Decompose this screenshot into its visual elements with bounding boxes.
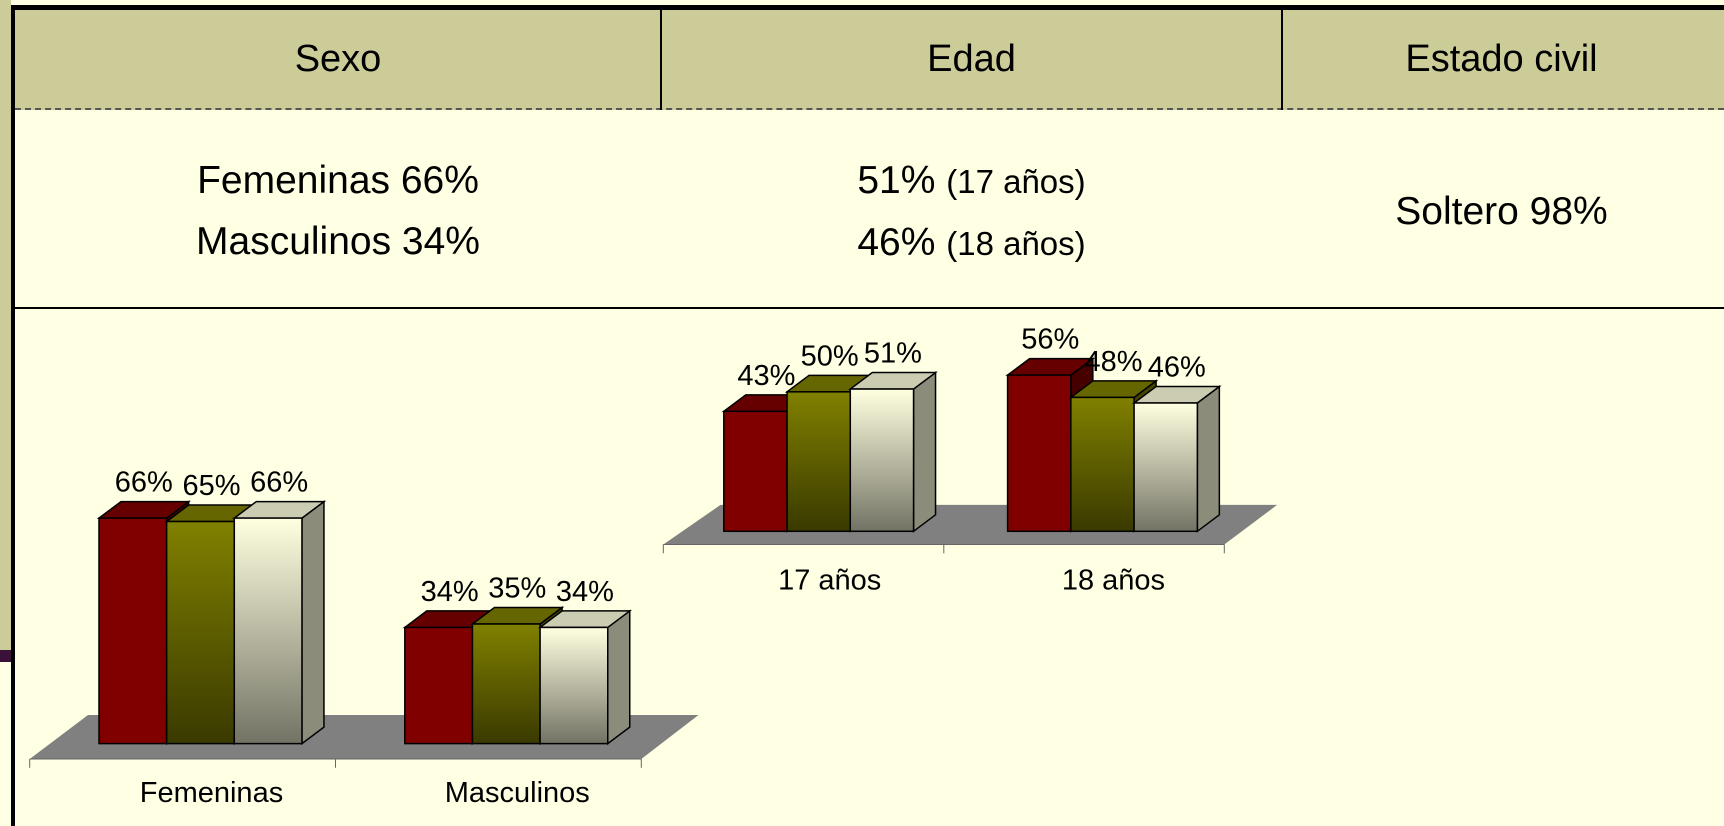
value-label: 48% (1084, 346, 1142, 378)
estado-cell: Soltero 98% (1395, 190, 1608, 233)
bar-shade (234, 518, 302, 744)
value-label: 51% (864, 338, 922, 370)
slide-strip (0, 0, 11, 650)
value-label: 34% (421, 576, 479, 608)
value-label: 56% (1021, 324, 1079, 356)
value-label: 66% (250, 467, 308, 499)
bar-shade (540, 627, 608, 744)
x-tick-label: Femeninas (140, 777, 283, 809)
bar-shade (787, 391, 851, 532)
bar (1006, 374, 1072, 533)
cell-note: (17 años) (946, 163, 1086, 200)
bar-top-shade (540, 610, 630, 628)
slide-strip (0, 650, 11, 662)
header-cell: Estado civil (1405, 37, 1598, 80)
bar-shade (166, 521, 235, 744)
x-tick-label: Masculinos (445, 777, 590, 809)
bar-top-shade (472, 607, 563, 625)
cell-note: (18 años) (946, 225, 1086, 262)
value-label: 50% (801, 340, 859, 372)
sexo-cell: Femeninas 66% Masculinos 34% (15, 150, 661, 272)
cell-line: 46% (18 años) (662, 212, 1281, 274)
bar-top-shade (1007, 358, 1093, 376)
edad-cell: 51% (17 años) 46% (18 años) (662, 150, 1281, 274)
bar-side-shade (607, 610, 630, 744)
bar-top-shade (99, 501, 189, 519)
bar-shade (850, 389, 914, 532)
x-tick-label: 18 años (1062, 565, 1165, 597)
bar-side-shade (301, 501, 324, 744)
bar (98, 517, 168, 745)
bar (723, 410, 788, 533)
x-tick-label: 17 años (778, 565, 881, 597)
bar (404, 626, 474, 745)
value-label: 43% (737, 360, 795, 392)
header-cell: Sexo (294, 37, 382, 80)
cell-text: Femeninas 66% (197, 159, 479, 202)
cell-text: 51% (857, 159, 936, 202)
column-divider (1281, 10, 1283, 110)
cell-line: 51% (17 años) (662, 150, 1281, 212)
header-cell: Edad (927, 37, 1016, 80)
bar-top-shade (1134, 386, 1220, 403)
value-label: 65% (182, 470, 240, 502)
value-label: 35% (488, 573, 546, 605)
cell-text: 46% (857, 221, 936, 264)
bar-top-shade (850, 372, 936, 390)
header-row (15, 10, 1724, 110)
bar-shade (1070, 397, 1135, 532)
bar-side-shade (913, 372, 936, 532)
bar-shade (1134, 402, 1198, 532)
cell-text: Masculinos 34% (196, 220, 480, 263)
bar-top-shade (1070, 380, 1157, 398)
column-divider (660, 10, 662, 110)
bar-shade (472, 624, 541, 744)
value-label: 34% (556, 576, 614, 608)
bar-side-shade (1197, 386, 1220, 532)
value-label: 46% (1148, 352, 1206, 384)
bar-top-shade (234, 501, 324, 519)
row-divider (15, 307, 1724, 309)
value-label: 66% (115, 467, 173, 499)
